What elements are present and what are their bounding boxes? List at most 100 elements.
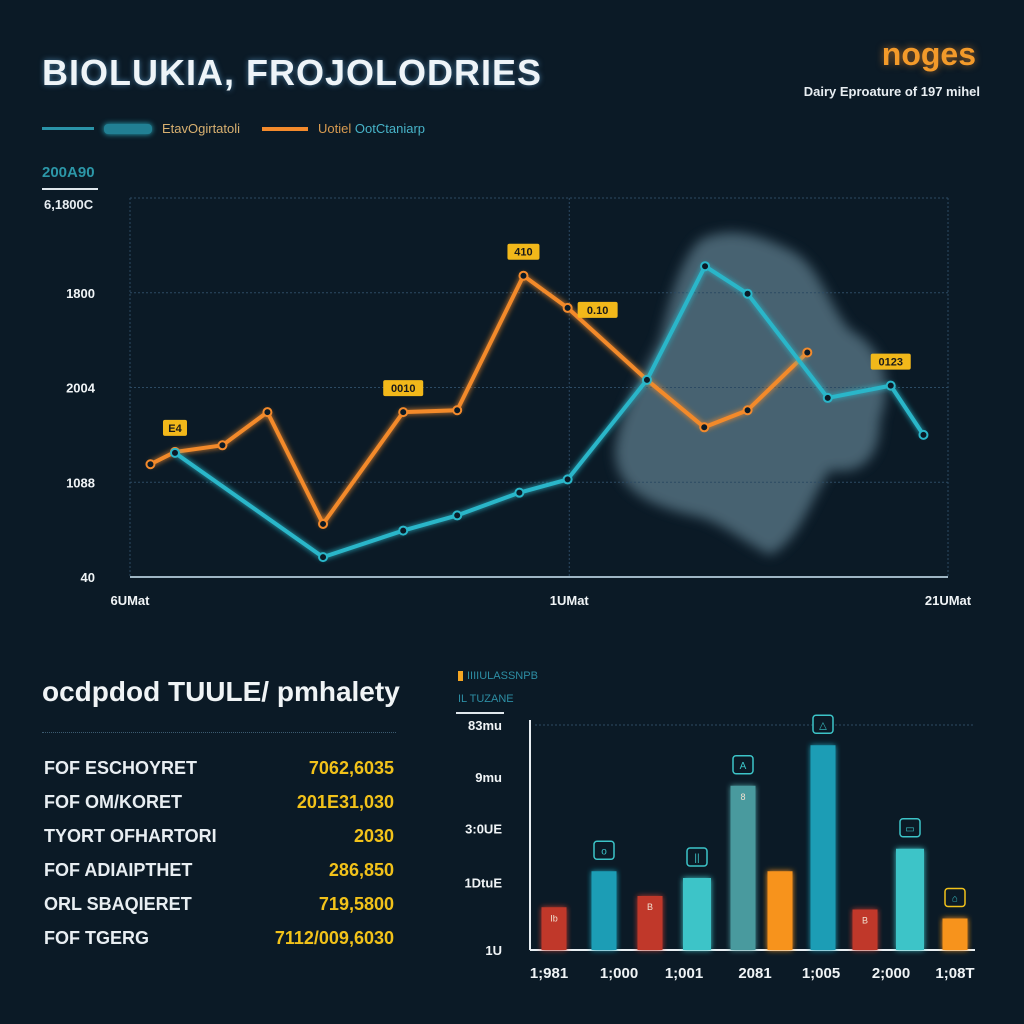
table-row: FOF ESCHOYRET 7062,6035: [44, 758, 394, 779]
x-tick-label: 21UMat: [925, 593, 972, 608]
data-point: [217, 440, 228, 451]
bar-legend-divider: [456, 712, 504, 714]
bar-y-tick-label: 3:0UE: [465, 822, 502, 837]
y-axis-header: 200A90: [42, 164, 95, 181]
bar: [942, 918, 968, 950]
data-label-text: 410: [514, 247, 532, 259]
legend-label-orange-b: OotCtaniarp: [354, 121, 426, 136]
legend-label-orange: Uotiel OotCtaniarp: [318, 121, 425, 136]
bar-badge-glyph: ⌂: [952, 894, 958, 905]
row-label: ORL SBAQIERET: [44, 894, 192, 914]
bar: [852, 909, 878, 950]
data-label-badge: [383, 380, 424, 397]
row-value: 201E31,030: [296, 792, 394, 812]
data-label-text: 0010: [391, 383, 415, 395]
x-tick-label: 1UMat: [550, 593, 590, 608]
data-point: [452, 405, 463, 416]
data-point: [318, 518, 329, 529]
bar-badge-glyph: A: [740, 761, 747, 772]
bar-x-tick-label: 1;000: [600, 965, 638, 982]
bar-legend-1: IIIIULASSNPB: [458, 670, 538, 682]
bar-chart: 1U 1DtuE 3:0UE 9mu 83mu Ib o B || 8 A △ B ▭ ⌂ 1;981 1;00…: [464, 714, 975, 982]
bar-legend-swatch: [458, 671, 463, 681]
legend-swatch-teal: [104, 123, 152, 134]
data-point: [802, 347, 813, 358]
y-tick-label: 1800: [66, 286, 95, 301]
table-row: FOF TGERG 7112/009,6030: [44, 928, 394, 949]
data-point: [398, 407, 409, 418]
row-label: FOF ADIAIPTHET: [44, 860, 193, 880]
row-value: 286,850: [328, 860, 394, 880]
bar-badge-glyph: ||: [694, 853, 699, 864]
data-point: [700, 261, 711, 272]
line-legend: EtavOgirtatoli Uotiel OotCtaniarp: [42, 121, 425, 136]
data-label-text: 0123: [878, 357, 902, 369]
data-point: [398, 525, 409, 536]
data-label-badge: [577, 301, 618, 318]
bar-badge-icon: [686, 847, 708, 867]
line-chart: 40 1088 2004 1800 6UMat 1UMat 21UMat E4 0010 410…: [66, 197, 972, 608]
data-point: [562, 474, 573, 485]
legend-label-orange-a: Uotiel: [318, 121, 352, 136]
data-point: [514, 487, 525, 498]
bar-badge-glyph: ▭: [905, 824, 914, 835]
bar: [541, 907, 567, 950]
table-row: FOF OM/KORET 201E31,030: [44, 792, 394, 813]
bar: [730, 785, 756, 950]
bar-badge-glyph: △: [819, 720, 827, 731]
table-divider: [42, 732, 396, 733]
bar-x-tick-label: 1;005: [802, 965, 840, 982]
series-line-teal: [173, 264, 926, 560]
data-label-badge: [870, 353, 911, 370]
row-value: 2030: [353, 826, 394, 846]
legend-swatch-teal-line: [42, 127, 94, 130]
bar-badge-icon: [732, 755, 754, 775]
data-label-text: 0.10: [587, 305, 608, 317]
row-value: 719,5800: [318, 894, 394, 914]
data-point: [641, 374, 652, 385]
bar-y-tick-label: 9mu: [475, 770, 502, 785]
legend-swatch-orange: [262, 126, 309, 131]
y-tick-label: 40: [81, 570, 95, 585]
bar: [683, 878, 711, 950]
bar: [591, 871, 617, 950]
bar: [767, 871, 793, 950]
line-series: E4 0010 410 0.10 0123: [145, 243, 929, 563]
bar-mark: Ib: [550, 913, 558, 923]
bar-mark: B: [862, 916, 868, 926]
bar-x-tick-label: 1;981: [530, 965, 568, 982]
row-label: FOF ESCHOYRET: [44, 758, 198, 778]
row-label: TYORT OFHARTORI: [44, 826, 217, 846]
subtitle: Dairy Eproature of 197 mihel: [803, 84, 980, 99]
x-tick-label: 6UMat: [110, 593, 150, 608]
y-axis-header-divider: [42, 188, 98, 190]
data-point: [262, 407, 273, 418]
data-point: [699, 422, 710, 433]
bar: [896, 848, 924, 950]
data-point: [742, 288, 753, 299]
data-point: [918, 429, 929, 440]
data-point: [562, 302, 573, 313]
bar-badge-icon: [593, 840, 615, 860]
page-title: BIOLUKIA, FROJOLODRIES: [42, 52, 543, 93]
bar: [810, 745, 836, 950]
bar-legend-2: IL TUZANE: [458, 693, 514, 705]
bar-mark: 8: [740, 792, 745, 802]
bar-mark: B: [647, 902, 653, 912]
data-point: [518, 270, 529, 281]
bar-y-tick-label: 1DtuE: [464, 876, 502, 891]
table-title: ocdpdod TUULE/ pmhalety: [42, 676, 400, 707]
data-point: [885, 380, 896, 391]
data-point: [318, 552, 329, 563]
data-label-badge: [162, 419, 187, 436]
data-point: [169, 447, 180, 458]
table-row: ORL SBAQIERET 719,5800: [44, 894, 394, 915]
table-row: TYORT OFHARTORI 2030: [44, 826, 394, 847]
y-tick-label: 1088: [66, 475, 95, 490]
row-value: 7062,6035: [308, 758, 394, 778]
bar-badge-icon: [899, 818, 921, 838]
bar-badge-glyph: o: [601, 846, 607, 857]
row-label: FOF OM/KORET: [44, 792, 182, 812]
row-label: FOF TGERG: [44, 928, 149, 948]
bar-x-tick-label: 2;000: [872, 965, 910, 982]
